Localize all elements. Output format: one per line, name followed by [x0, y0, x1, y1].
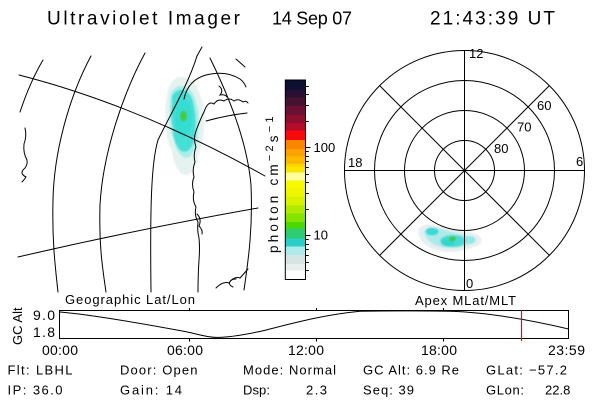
svg-text:10: 10 [314, 228, 328, 243]
svg-text:Flt: LBHL: Flt: LBHL [8, 363, 73, 378]
svg-text:Ultraviolet Imager: Ultraviolet Imager [47, 9, 241, 30]
svg-text:2.3: 2.3 [306, 383, 327, 398]
svg-text:Seq: 39: Seq: 39 [363, 383, 414, 398]
svg-text:21:43:39 UT: 21:43:39 UT [430, 9, 555, 30]
svg-text:18: 18 [348, 155, 362, 170]
svg-text:23:59: 23:59 [548, 342, 585, 358]
svg-text:Gain: 14: Gain: 14 [120, 383, 182, 398]
svg-text:Mode: Normal: Mode: Normal [243, 363, 336, 378]
svg-text:80: 80 [494, 141, 508, 156]
svg-text:GC Alt: GC Alt [10, 307, 25, 345]
svg-text:100: 100 [314, 140, 336, 155]
svg-text:12: 12 [469, 46, 483, 61]
svg-text:12:00: 12:00 [288, 342, 324, 358]
svg-text:Door: Open: Door: Open [120, 363, 198, 378]
svg-text:GLon:: GLon: [486, 383, 524, 398]
svg-text:Geographic Lat/Lon: Geographic Lat/Lon [65, 292, 195, 307]
svg-text:6: 6 [576, 154, 583, 169]
svg-text:0: 0 [466, 276, 473, 291]
svg-text:9.0: 9.0 [33, 307, 55, 323]
svg-text:22.8: 22.8 [545, 383, 570, 398]
svg-text:photon cm−2s−1: photon cm−2s−1 [264, 113, 281, 253]
svg-text:06:00: 06:00 [167, 342, 203, 358]
svg-text:GC Alt: 6.9 Re: GC Alt: 6.9 Re [363, 363, 459, 378]
svg-text:18:00: 18:00 [421, 342, 457, 358]
svg-text:GLat: −57.2: GLat: −57.2 [486, 363, 567, 378]
svg-text:70: 70 [517, 120, 531, 135]
svg-text:00:00: 00:00 [42, 342, 78, 358]
svg-text:60: 60 [537, 98, 551, 113]
svg-text:IP: 36.0: IP: 36.0 [8, 383, 63, 398]
svg-text:Apex MLat/MLT: Apex MLat/MLT [415, 293, 516, 308]
svg-text:14 Sep 07: 14 Sep 07 [272, 9, 352, 29]
svg-text:1.8: 1.8 [33, 324, 55, 340]
svg-text:Dsp:: Dsp: [243, 383, 270, 398]
